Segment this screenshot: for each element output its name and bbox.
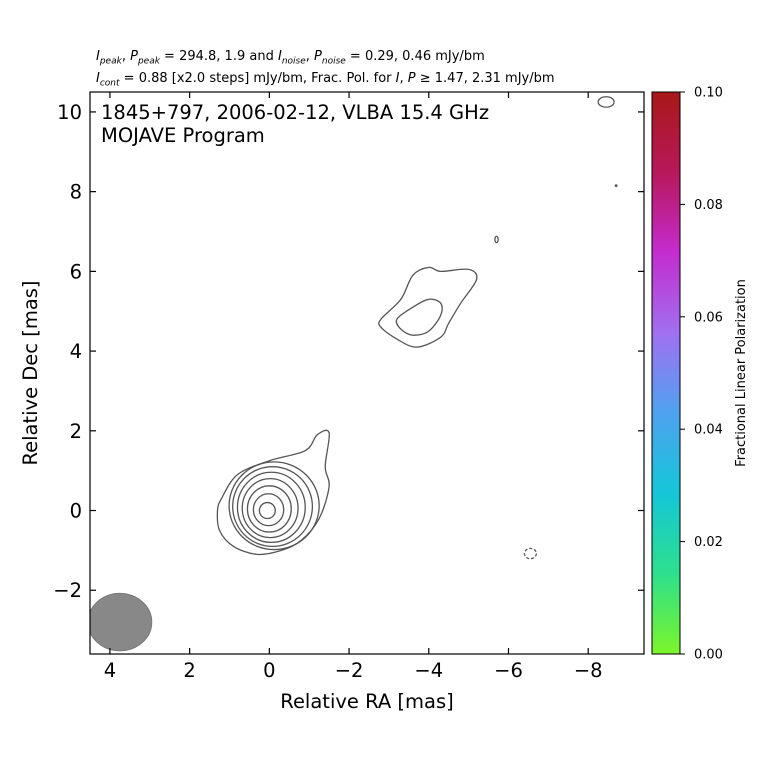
- y-tick-label: 2: [70, 420, 82, 443]
- i-noise-symbol: I: [277, 49, 282, 64]
- core-contour-4: [241, 477, 299, 539]
- colorbar-tick-label: 0.08: [694, 198, 723, 213]
- small-contour-1: [494, 235, 499, 244]
- x-tick-label: 2: [183, 659, 195, 682]
- y-axis-label: Relative Dec [mas]: [19, 280, 42, 465]
- x-tick-label: −4: [414, 659, 443, 682]
- core-contour-7: [228, 461, 320, 551]
- i-noise-sub: noise: [281, 56, 306, 67]
- core-contour-5: [236, 471, 306, 544]
- x-tick-label: −8: [574, 659, 603, 682]
- beam-ellipse: [90, 592, 153, 652]
- core-contour-1: [258, 501, 276, 520]
- x-axis-ticks: 4 2 0 −2 −4 −6 −8: [104, 92, 603, 682]
- x-tick-label: 4: [104, 659, 116, 682]
- i-peak-symbol: I: [96, 49, 100, 64]
- jet-outer-contour: [378, 266, 478, 348]
- colorbar-tick-label: 0.00: [694, 648, 723, 663]
- jet-inner-contour: [395, 298, 443, 336]
- cont-text: = 0.88 [x2.0 steps] mJy/bm, Frac. Pol. f…: [119, 71, 396, 86]
- y-axis-ticks: −2 0 2 4 6 8 10: [53, 101, 644, 602]
- stats-line-1: Ipeak, Ppeak = 294.8, 1.9 and Inoise, Pn…: [96, 49, 485, 67]
- colorbar-label: Fractional Linear Polarization: [734, 279, 749, 467]
- y-tick-label: 0: [70, 500, 82, 523]
- p-noise-symbol: P: [314, 49, 322, 64]
- plot-title-line-1: 1845+797, 2006-02-12, VLBA 15.4 GHz: [101, 101, 489, 124]
- colorbar-tick-label: 0.02: [694, 535, 723, 550]
- y-tick-label: 10: [57, 101, 82, 124]
- plot-area: 4 2 0 −2 −4 −6 −8 −2 0 2 4 6 8 10 1845+797, 2006-02-…: [19, 91, 645, 713]
- small-contour-2: [597, 96, 615, 108]
- small-contour-4: [523, 547, 538, 560]
- y-tick-label: −2: [53, 579, 82, 602]
- x-tick-label: 0: [263, 659, 275, 682]
- i-cont-sub: cont: [99, 78, 120, 89]
- plot-background: [90, 92, 644, 654]
- contour-layer: [90, 96, 618, 652]
- core-contour-3: [246, 485, 292, 533]
- core-contour-2: [252, 493, 285, 527]
- colorbar-tick-label: 0.04: [694, 423, 723, 438]
- y-tick-label: 4: [70, 340, 82, 363]
- stats-line-2: Icont = 0.88 [x2.0 steps] mJy/bm, Frac. …: [96, 71, 555, 89]
- colorbar: 0.00 0.02 0.04 0.06 0.08 0.10 Fractional Line…: [651, 86, 749, 663]
- x-tick-label: −2: [335, 659, 364, 682]
- frac-i-symbol: I: [395, 71, 400, 86]
- x-axis-label: Relative RA [mas]: [280, 690, 453, 713]
- core-outer-contour: [216, 429, 330, 556]
- plot-frame: [89, 91, 645, 655]
- core-contour-6: [232, 466, 314, 548]
- y-tick-label: 6: [70, 260, 82, 283]
- colorbar-tick-label: 0.06: [694, 310, 723, 325]
- colorbar-gradient: [651, 91, 681, 655]
- plot-title-line-2: MOJAVE Program: [101, 124, 265, 147]
- i-cont-symbol: I: [96, 71, 100, 86]
- noise-values: = 0.29, 0.46 mJy/bm: [345, 49, 485, 64]
- p-peak-symbol: P: [130, 49, 138, 64]
- y-tick-label: 8: [70, 181, 82, 204]
- x-tick-label: −6: [494, 659, 523, 682]
- small-contour-3: [614, 184, 618, 188]
- p-peak-sub: peak: [137, 56, 160, 67]
- colorbar-tick-label: 0.10: [694, 86, 723, 101]
- peak-values: = 294.8, 1.9 and: [159, 49, 278, 64]
- frac-p-symbol: P: [407, 71, 416, 86]
- p-noise-sub: noise: [321, 56, 346, 67]
- colorbar-ticks: 0.00 0.02 0.04 0.06 0.08 0.10: [680, 86, 723, 663]
- i-peak-sub: peak: [99, 56, 122, 67]
- frac-threshold: ≥ 1.47, 2.31 mJy/bm: [415, 71, 555, 86]
